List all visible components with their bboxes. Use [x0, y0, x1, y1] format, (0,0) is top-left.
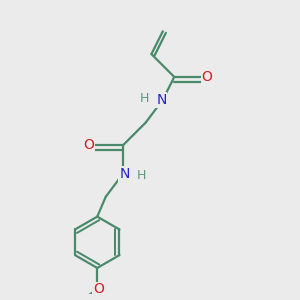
Text: H: H — [140, 92, 149, 105]
Text: O: O — [83, 138, 94, 152]
Text: O: O — [202, 70, 212, 84]
Text: N: N — [119, 167, 130, 181]
Text: H: H — [137, 169, 146, 182]
Text: N: N — [156, 93, 167, 107]
Text: O: O — [93, 282, 104, 296]
